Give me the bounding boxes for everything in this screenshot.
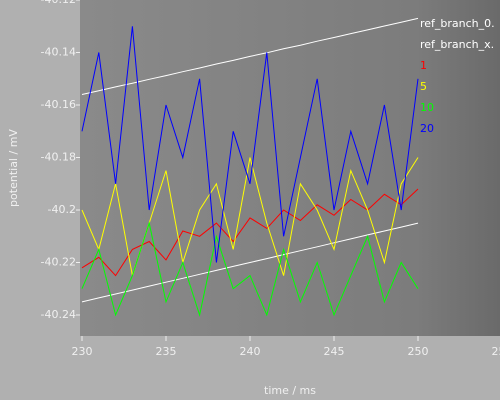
legend-label: ref_branch_x.	[420, 38, 494, 51]
x-tick-label: 240	[240, 345, 261, 358]
legend-label: 20	[420, 122, 434, 135]
y-tick-label: -40.2	[48, 203, 76, 216]
trace	[81, 26, 419, 263]
legend-label: 1	[420, 59, 427, 72]
x-tick-label: 245	[324, 345, 345, 358]
y-tick-label: -40.16	[41, 98, 76, 111]
x-axis-label: time / ms	[264, 384, 316, 397]
y-tick-label: -40.18	[41, 151, 76, 164]
x-tick-label: 250	[408, 345, 429, 358]
trace	[81, 17, 419, 95]
trace	[81, 221, 419, 317]
y-tick-label: -40.12	[41, 0, 76, 6]
x-tick-label: 230	[72, 345, 93, 358]
plot-area	[80, 0, 500, 336]
legend-label: ref_branch_0.	[420, 17, 495, 30]
x-tick-label: 235	[156, 345, 177, 358]
y-tick-label: -40.14	[41, 46, 76, 59]
y-tick-label: -40.22	[41, 256, 76, 269]
y-tick-label: -40.24	[41, 308, 76, 321]
trace	[81, 188, 419, 277]
x-tick-label: 255	[492, 345, 500, 358]
legend-label: 10	[420, 101, 434, 114]
y-axis-label: potential / mV	[7, 129, 20, 207]
legend-label: 5	[420, 80, 427, 93]
trace	[81, 222, 419, 303]
plot	[81, 17, 419, 317]
